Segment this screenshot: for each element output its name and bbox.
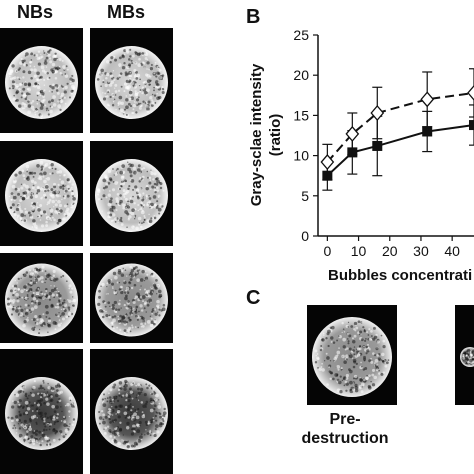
nbs-ultrasound-image: [0, 28, 83, 133]
data-point-square: [469, 120, 474, 131]
mbs-ultrasound-image: [90, 141, 173, 246]
post-destruction-ultrasound-image: [455, 305, 474, 405]
column-label-nbs: NBs: [17, 2, 54, 22]
panel-letter-c: C: [246, 287, 261, 309]
caption-line-2: destruction: [301, 430, 389, 447]
nbs-ultrasound-image: [0, 349, 83, 474]
y-axis-label-line-2: (ratio): [267, 114, 284, 157]
y-tick-label: 5: [301, 188, 309, 204]
x-tick-label: 20: [382, 243, 398, 259]
mbs-ultrasound-image: [90, 349, 173, 474]
pre-destruction-caption: Pre- destruction: [300, 410, 390, 448]
y-tick-label: 25: [293, 27, 309, 43]
data-point-diamond: [420, 91, 435, 108]
data-point-diamond: [345, 125, 360, 142]
x-tick-label: 0: [323, 243, 331, 259]
x-tick-label: 30: [413, 243, 429, 259]
data-point-square: [372, 140, 383, 151]
data-point-diamond: [467, 84, 474, 101]
y-tick-label: 0: [301, 228, 309, 244]
line-chart: 0 5 10 15 20 25 0 10 20 30 40 Bubbles concentrati Gr…: [248, 27, 474, 284]
panel-letter-b: B: [246, 6, 261, 28]
nbs-ultrasound-image: [0, 141, 83, 246]
column-label-mbs: MBs: [107, 2, 146, 22]
y-axis-label-line-1: Gray-sclae intensity: [248, 63, 265, 206]
data-point-square: [422, 126, 433, 137]
x-tick-label: 10: [351, 243, 367, 259]
mbs-ultrasound-image: [90, 28, 173, 133]
nbs-ultrasound-image: [0, 253, 83, 343]
mbs-ultrasound-image: [90, 253, 173, 343]
data-point-diamond: [370, 104, 385, 121]
y-tick-label: 20: [293, 67, 309, 83]
data-point-diamond: [320, 154, 335, 171]
y-tick-label: 15: [293, 107, 309, 123]
caption-line-1: Pre-: [329, 411, 361, 428]
x-tick-label: 40: [444, 243, 460, 259]
pre-destruction-ultrasound-image: [307, 305, 397, 405]
x-axis-label: Bubbles concentrati: [328, 267, 472, 284]
y-tick-label: 10: [293, 148, 309, 164]
